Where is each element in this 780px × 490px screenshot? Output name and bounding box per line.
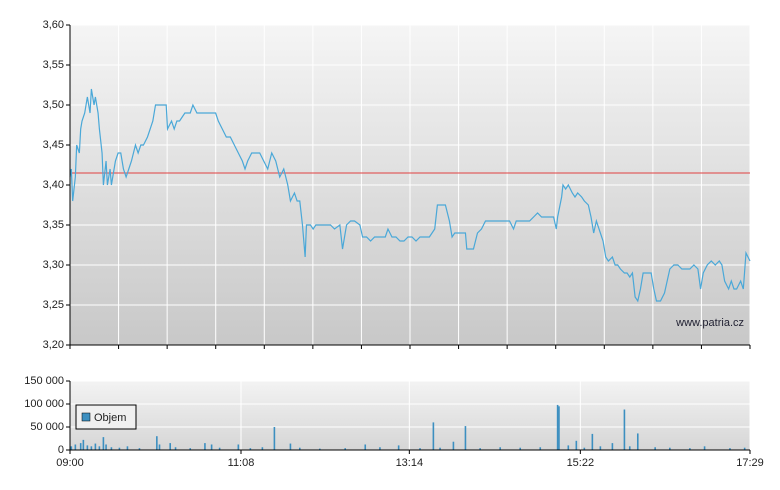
y-tick-label: 3,35 xyxy=(43,219,64,231)
volume-bar xyxy=(636,433,639,450)
x-tick-label: 17:29 xyxy=(736,457,764,469)
volume-bar xyxy=(169,443,171,450)
y-tick-label: 100 000 xyxy=(24,398,64,410)
y-tick-label: 0 xyxy=(58,444,64,456)
x-tick-label: 13:14 xyxy=(396,457,424,469)
x-tick-label: 09:00 xyxy=(56,457,84,469)
volume-bar xyxy=(591,433,594,450)
volume-bar xyxy=(273,427,276,450)
volume-bar xyxy=(669,447,671,450)
volume-bar xyxy=(452,441,455,450)
volume-bar xyxy=(628,446,631,450)
volume-bar xyxy=(79,443,82,450)
volume-bar xyxy=(74,444,77,450)
volume-bar xyxy=(558,406,560,450)
volume-bar xyxy=(364,444,367,450)
volume-bar xyxy=(158,444,161,450)
legend-label: Objem xyxy=(94,412,126,424)
volume-bar xyxy=(70,446,73,450)
volume-bar xyxy=(432,422,435,450)
volume-bar xyxy=(86,445,89,450)
y-tick-label: 3,20 xyxy=(43,339,64,351)
volume-bar xyxy=(319,448,321,450)
y-tick-label: 3,40 xyxy=(43,179,64,191)
volume-bar xyxy=(539,447,542,450)
volume-bar xyxy=(94,443,97,450)
volume-bar xyxy=(174,447,177,450)
x-tick-label: 11:08 xyxy=(228,457,255,469)
volume-bar xyxy=(189,448,192,450)
volume-bar xyxy=(729,448,731,450)
x-tick-label: 15:22 xyxy=(567,457,595,469)
volume-bar xyxy=(689,448,691,450)
volume-bar xyxy=(105,444,107,450)
volume-bar xyxy=(261,447,264,450)
volume-bar xyxy=(703,446,706,450)
volume-bar xyxy=(583,447,586,450)
volume-bar xyxy=(623,409,626,450)
volume-bar xyxy=(419,448,421,450)
volume-bar xyxy=(204,443,206,450)
volume-bar xyxy=(249,448,252,450)
volume-bar xyxy=(464,426,467,450)
volume-bar xyxy=(289,443,292,450)
volume-bar xyxy=(567,445,570,450)
y-tick-label: 3,50 xyxy=(43,99,64,111)
volume-bar xyxy=(556,404,559,450)
volume-bar xyxy=(344,448,347,450)
watermark: www.patria.cz xyxy=(675,317,744,329)
volume-bar xyxy=(397,445,400,450)
volume-bar xyxy=(575,440,578,450)
volume-bar xyxy=(102,437,105,450)
plot-area xyxy=(70,381,750,450)
volume-bar xyxy=(90,446,93,450)
volume-bar xyxy=(599,446,602,450)
volume-bar xyxy=(439,447,441,450)
volume-bar xyxy=(237,444,240,450)
volume-bar xyxy=(519,447,522,450)
volume-bar xyxy=(654,447,656,450)
volume-bar xyxy=(118,447,121,450)
volume-bar xyxy=(743,447,746,450)
y-tick-label: 3,55 xyxy=(43,59,64,71)
volume-bar xyxy=(210,444,213,450)
y-tick-label: 50 000 xyxy=(30,421,64,433)
legend-swatch xyxy=(81,412,91,422)
volume-bar xyxy=(298,447,301,450)
y-tick-label: 3,60 xyxy=(43,19,64,31)
volume-bar xyxy=(156,436,158,450)
volume-bar xyxy=(611,443,614,450)
y-tick-label: 150 000 xyxy=(24,375,64,387)
volume-bar xyxy=(218,447,221,450)
volume-bar xyxy=(138,448,141,450)
price-line xyxy=(69,88,751,303)
volume-bar xyxy=(379,447,381,450)
volume-bar xyxy=(82,439,85,450)
volume-bar xyxy=(499,447,501,450)
y-tick-label: 3,45 xyxy=(43,139,64,151)
volume-bar xyxy=(98,446,101,450)
y-tick-label: 3,30 xyxy=(43,259,64,271)
volume-bar xyxy=(479,448,481,450)
volume-bar xyxy=(126,446,129,450)
y-tick-label: 3,25 xyxy=(43,299,64,311)
volume-bar xyxy=(110,447,113,450)
